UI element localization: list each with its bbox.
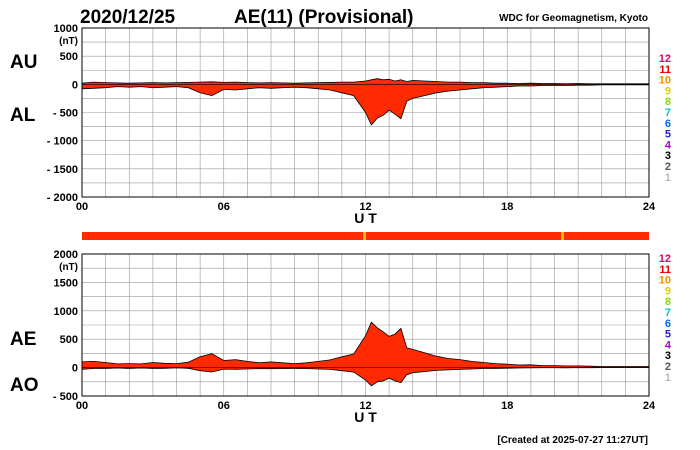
ae-ao-y-ticks: 2000 1500 1000 500 0 - 500 xyxy=(53,249,78,403)
station-coverage-bar xyxy=(82,232,649,240)
x-tick-label: 06 xyxy=(218,201,230,213)
station-count-label: 3 xyxy=(665,350,671,362)
x-tick-label: 12 xyxy=(359,201,371,213)
al-label: AL xyxy=(10,105,36,126)
created-timestamp: [Created at 2025-07-27 11:27UT] xyxy=(497,435,648,446)
station-count-label: 8 xyxy=(665,296,671,308)
station-count-label: 2 xyxy=(665,161,671,173)
x-tick-label: 12 xyxy=(359,400,371,412)
x-tick-label: 00 xyxy=(76,201,88,213)
x-tick-label: 06 xyxy=(218,400,230,412)
station-count-label: 6 xyxy=(665,318,671,330)
y-tick-label: 1500 xyxy=(54,277,78,289)
station-count-label: 5 xyxy=(665,129,671,141)
y-tick-label: - 2000 xyxy=(47,192,78,204)
au-al-frame xyxy=(81,27,650,198)
station-count-label: 4 xyxy=(665,339,672,351)
station-count-label: 10 xyxy=(659,75,671,87)
x-tick-label: 00 xyxy=(76,400,88,412)
x-tick-label: 24 xyxy=(643,201,656,213)
coverage-tick xyxy=(363,232,366,240)
x-tick-label: 18 xyxy=(501,400,513,412)
y-tick-label: 2000 xyxy=(54,249,78,261)
station-count-label: 6 xyxy=(665,118,671,130)
x-tick-label: 18 xyxy=(501,201,513,213)
au-label: AU xyxy=(10,52,37,73)
station-count-label: 5 xyxy=(665,329,671,341)
date-title: 2020/12/25 xyxy=(80,7,176,28)
y-tick-label: - 1500 xyxy=(47,164,78,176)
y-tick-label: 500 xyxy=(60,334,78,346)
station-count-label: 11 xyxy=(659,64,671,76)
au-al-x-ticks: 00 06 12 18 24 xyxy=(76,201,656,213)
station-count-label: 9 xyxy=(665,285,671,297)
x-tick-label: 24 xyxy=(643,400,656,412)
ae-ao-x-ticks: 00 06 12 18 24 xyxy=(76,400,656,412)
y-tick-label: - 1000 xyxy=(47,136,78,148)
station-count-label: 7 xyxy=(665,307,671,319)
station-count-label: 12 xyxy=(659,253,671,265)
au-al-x-label: U T xyxy=(354,210,377,226)
y-tick-label: 500 xyxy=(60,51,78,63)
y-tick-label: 1000 xyxy=(54,306,78,318)
station-count-label: 2 xyxy=(665,361,671,373)
station-count-label: 9 xyxy=(665,85,671,97)
ae-ao-frame xyxy=(81,253,650,397)
station-count-label: 1 xyxy=(665,172,671,184)
ae-ao-y-unit: (nT) xyxy=(59,262,78,273)
source-label: WDC for Geomagnetism, Kyoto xyxy=(499,13,648,24)
ao-label: AO xyxy=(10,375,39,396)
station-count-label: 4 xyxy=(665,139,672,151)
au-al-y-ticks: 1000 500 0 - 500 - 1000 - 1500 - 2000 xyxy=(47,23,78,204)
station-count-label: 8 xyxy=(665,96,671,108)
index-title: AE(11) (Provisional) xyxy=(234,7,414,28)
station-count-label: 3 xyxy=(665,150,671,162)
station-count-label: 1 xyxy=(665,372,671,384)
y-tick-label: 1000 xyxy=(54,23,78,35)
coverage-tick xyxy=(561,232,564,240)
y-tick-label: - 500 xyxy=(53,108,78,120)
ae-ao-x-label: U T xyxy=(354,409,377,425)
ae-label: AE xyxy=(10,329,36,350)
station-count-label: 10 xyxy=(659,275,671,287)
station-count-label: 11 xyxy=(659,264,671,276)
y-tick-label: 0 xyxy=(72,79,78,91)
au-al-y-unit: (nT) xyxy=(59,36,78,47)
station-count-label: 7 xyxy=(665,107,671,119)
y-tick-label: - 500 xyxy=(53,391,78,403)
station-count-label: 12 xyxy=(659,53,671,65)
y-tick-label: 0 xyxy=(72,363,78,375)
